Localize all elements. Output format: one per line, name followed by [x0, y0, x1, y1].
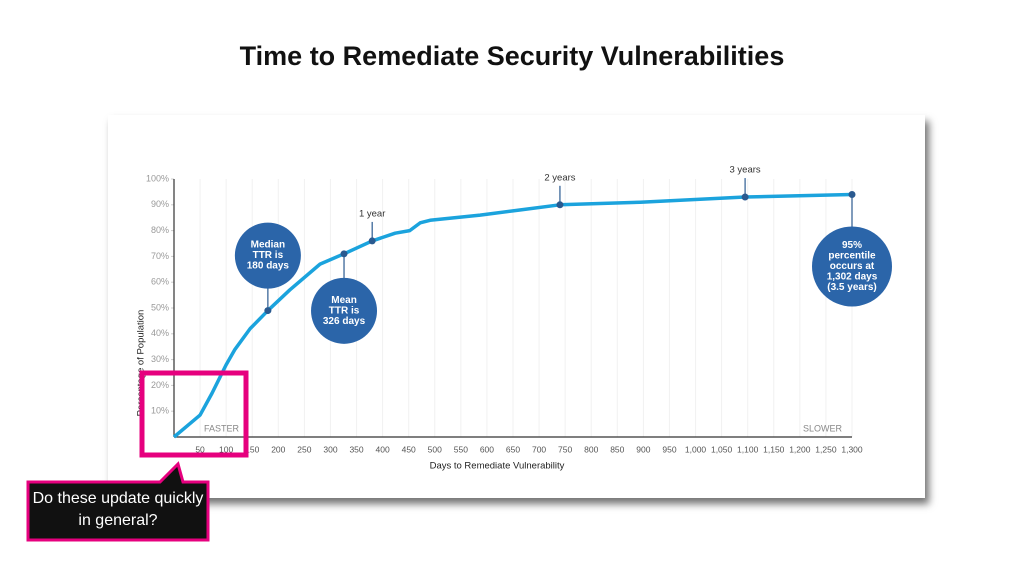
annotation-bubble — [311, 277, 378, 344]
y-tick-label: 100% — [146, 173, 169, 183]
annotation-bubble — [812, 226, 892, 307]
y-tick-label: 30% — [151, 354, 169, 364]
y-tick-label: 10% — [151, 406, 169, 416]
annotation-text: 95% — [842, 240, 862, 251]
annotation-text: 1,302 days — [827, 272, 878, 283]
x-tick-label: 1,100 — [737, 444, 759, 454]
y-tick-label: 40% — [151, 328, 169, 338]
annotation-point — [368, 237, 376, 245]
x-tick-label: 400 — [376, 444, 390, 454]
annotation-text: 326 days — [323, 316, 366, 327]
x-axis-label: Days to Remediate Vulnerability — [430, 461, 565, 472]
x-tick-label: 600 — [480, 444, 494, 454]
callout-box — [26, 461, 210, 542]
annotation-text: Median — [251, 240, 285, 251]
annotation-text: TTR is — [253, 250, 284, 261]
y-axis-label: Percentage of Population — [136, 310, 147, 417]
annotation-text: Mean — [331, 295, 357, 306]
x-tick-label: 1,000 — [685, 444, 707, 454]
x-tick-label: 500 — [428, 444, 442, 454]
x-tick-label: 100 — [219, 444, 233, 454]
callout-text: Do these update quickly in general? — [32, 490, 204, 529]
x-tick-label: 800 — [584, 444, 598, 454]
x-tick-label: 650 — [506, 444, 520, 454]
chart: 50 100 150 200 250 300 350 400 450 500 550 600 650 70… — [136, 165, 892, 472]
annotation-point — [340, 250, 348, 258]
annotation-text: percentile — [828, 251, 876, 262]
x-tick-label: 1,250 — [815, 444, 837, 454]
x-tick-label: 450 — [402, 444, 416, 454]
x-tick-label: 350 — [349, 444, 363, 454]
annotation-text: 3 years — [730, 165, 761, 176]
x-tick-label: 1,150 — [763, 444, 785, 454]
left-note: FASTER — [204, 423, 240, 433]
y-tick-label: 50% — [151, 302, 169, 312]
annotation-point — [848, 190, 856, 198]
y-tick-label: 80% — [151, 225, 169, 235]
annotation-text: 2 years — [544, 172, 575, 183]
y-tick-label: 20% — [151, 380, 169, 390]
x-tick-label: 700 — [532, 444, 546, 454]
callout-container: Do these update quickly in general? — [32, 490, 204, 529]
x-tick-label: 1,050 — [711, 444, 733, 454]
x-tick-label: 50 — [195, 444, 205, 454]
right-note: SLOWER — [803, 423, 843, 433]
slide-title: Time to Remediate Security Vulnerabiliti… — [240, 41, 785, 71]
annotation-point — [556, 201, 564, 209]
x-tick-label: 950 — [662, 444, 676, 454]
chart-card — [108, 115, 925, 498]
x-tick-label: 200 — [271, 444, 285, 454]
x-tick-label: 550 — [454, 444, 468, 454]
y-tick-label: 90% — [151, 199, 169, 209]
highlight-box — [139, 370, 249, 458]
x-tick-label: 750 — [558, 444, 572, 454]
annotation-text: 1 year — [359, 208, 385, 219]
x-tick-label: 300 — [323, 444, 337, 454]
annotation-text: 180 days — [247, 261, 290, 272]
x-tick-label: 250 — [297, 444, 311, 454]
x-tick-label: 1,200 — [789, 444, 811, 454]
x-tick-label: 850 — [610, 444, 624, 454]
annotation-text: (3.5 years) — [827, 282, 876, 293]
annotation-point — [741, 193, 749, 201]
x-tick-label: 150 — [245, 444, 259, 454]
annotation-text: TTR is — [329, 305, 360, 316]
annotation-text: occurs at — [830, 261, 875, 272]
annotation-point — [264, 307, 272, 315]
y-tick-label: 70% — [151, 251, 169, 261]
y-tick-label: 60% — [151, 277, 169, 287]
x-tick-label: 1,300 — [841, 444, 863, 454]
x-tick-label: 900 — [636, 444, 650, 454]
annotation-bubble — [234, 222, 301, 289]
